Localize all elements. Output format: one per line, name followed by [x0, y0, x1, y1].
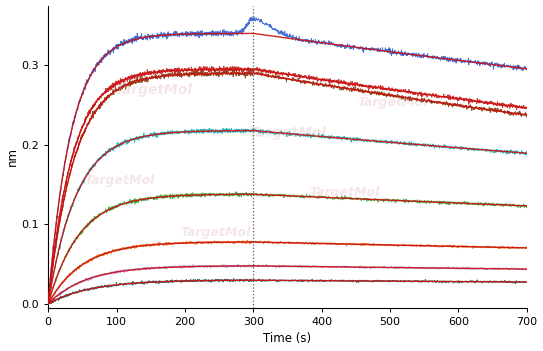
Text: TargetMol: TargetMol	[310, 186, 380, 199]
Text: TargetMol: TargetMol	[85, 174, 155, 187]
Text: TargetMol: TargetMol	[249, 126, 326, 140]
Y-axis label: nm: nm	[5, 147, 18, 166]
Text: TargetMol: TargetMol	[115, 83, 192, 97]
Text: TargetMol: TargetMol	[358, 96, 428, 109]
Text: TargetMol: TargetMol	[180, 226, 251, 239]
X-axis label: Time (s): Time (s)	[263, 332, 312, 345]
